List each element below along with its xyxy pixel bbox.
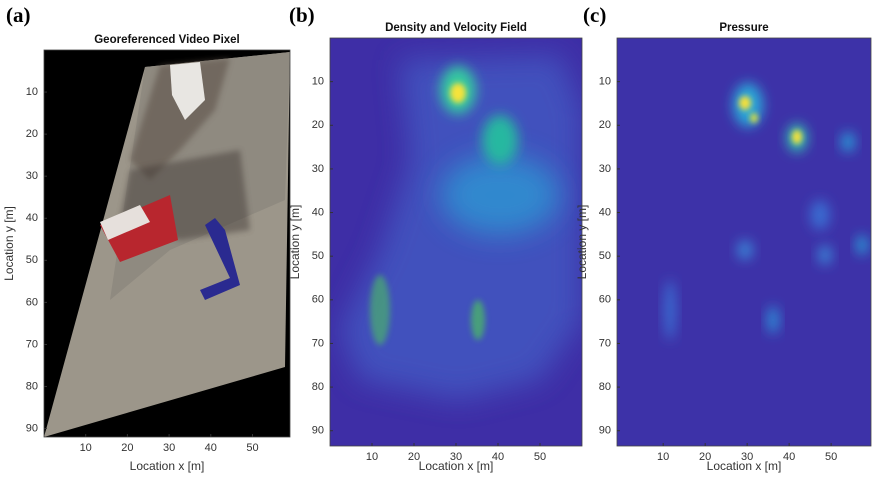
y-tick-label: 50 [312, 250, 324, 262]
panel-label: (c) [583, 3, 606, 27]
x-tick-label: 40 [783, 451, 795, 463]
x-tick-label: 30 [163, 442, 175, 454]
y-tick-label: 10 [26, 86, 38, 98]
panel-title: Georeferenced Video Pixel [94, 34, 240, 46]
y-tick-label: 70 [599, 337, 611, 349]
y-tick-label: 30 [26, 170, 38, 182]
y-tick-label: 30 [599, 163, 611, 175]
y-tick-label: 60 [312, 294, 324, 306]
x-tick-label: 10 [366, 451, 378, 463]
y-tick-label: 10 [312, 76, 324, 88]
x-tick-label: 30 [741, 451, 753, 463]
y-axis-label: Location y [m] [2, 206, 16, 281]
x-tick-label: 50 [246, 442, 258, 454]
x-tick-label: 50 [825, 451, 837, 463]
y-tick-label: 80 [599, 381, 611, 393]
y-tick-label: 80 [26, 380, 38, 392]
x-tick-label: 40 [205, 442, 217, 454]
y-tick-label: 70 [312, 337, 324, 349]
y-axis-label: Location y [m] [575, 205, 589, 280]
y-tick-label: 90 [26, 422, 38, 434]
density-field [330, 38, 582, 446]
x-tick-label: 10 [80, 442, 92, 454]
y-tick-label: 40 [599, 206, 611, 218]
y-tick-label: 60 [26, 296, 38, 308]
y-tick-label: 50 [599, 250, 611, 262]
y-tick-label: 60 [599, 294, 611, 306]
y-tick-label: 10 [599, 76, 611, 88]
y-tick-label: 20 [599, 119, 611, 131]
photo [44, 50, 290, 437]
y-tick-label: 20 [26, 128, 38, 140]
x-tick-label: 30 [450, 451, 462, 463]
y-axis-label: Location y [m] [288, 205, 302, 280]
y-tick-label: 30 [312, 163, 324, 175]
y-tick-label: 90 [312, 425, 324, 437]
x-tick-label: 20 [408, 451, 420, 463]
panel-label: (a) [6, 3, 31, 27]
x-tick-label: 50 [534, 451, 546, 463]
y-tick-label: 80 [312, 381, 324, 393]
panel-label: (b) [289, 3, 315, 27]
figure: (a) Georeferenced Video Pixel Location x [… [0, 0, 876, 483]
y-tick-label: 90 [599, 425, 611, 437]
x-tick-label: 40 [492, 451, 504, 463]
panel-title: Density and Velocity Field [385, 22, 527, 34]
x-tick-label: 20 [121, 442, 133, 454]
panel-title: Pressure [719, 22, 768, 34]
y-tick-label: 50 [26, 254, 38, 266]
x-tick-label: 20 [699, 451, 711, 463]
y-tick-label: 40 [26, 212, 38, 224]
pressure-field [617, 38, 871, 446]
y-tick-label: 20 [312, 119, 324, 131]
x-axis-label: Location x [m] [130, 459, 205, 473]
y-tick-label: 70 [26, 338, 38, 350]
y-tick-label: 40 [312, 206, 324, 218]
x-tick-label: 10 [657, 451, 669, 463]
